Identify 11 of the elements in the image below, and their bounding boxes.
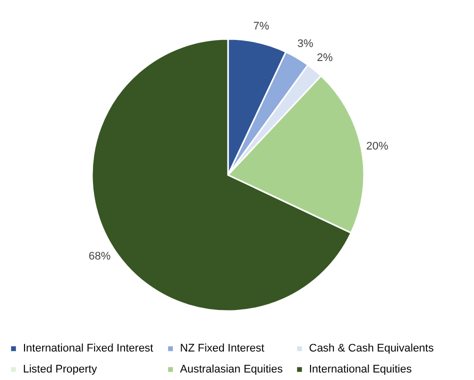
legend-label: International Fixed Interest (23, 342, 154, 355)
legend-label: Australasian Equities (180, 364, 284, 376)
data-label: 2% (316, 52, 334, 64)
data-label: 20% (366, 140, 389, 153)
legend-label: Listed Property (23, 364, 98, 376)
data-label: 3% (297, 38, 314, 50)
legend-label: NZ Fixed Interest (180, 342, 264, 355)
data-label: 7% (253, 20, 270, 33)
data-label: 68% (88, 250, 111, 262)
legend-label: International Equities (309, 364, 412, 376)
legend-label: Cash & Cash Equivalents (309, 342, 434, 355)
